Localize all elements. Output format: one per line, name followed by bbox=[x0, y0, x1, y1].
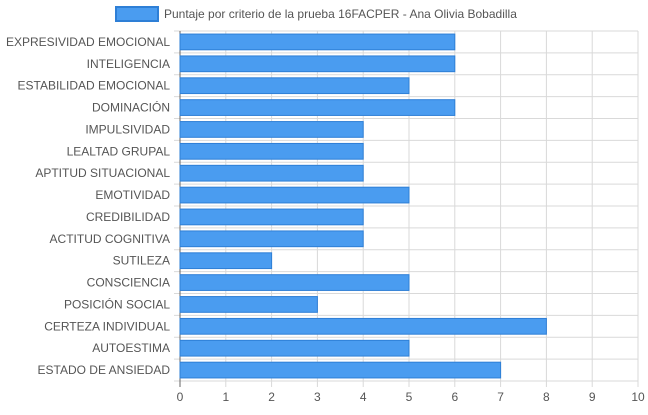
y-category-label: LEALTAD GRUPAL bbox=[67, 144, 171, 158]
y-category-label: CONSCIENCIA bbox=[87, 276, 170, 290]
bar[interactable] bbox=[179, 274, 410, 291]
bar[interactable] bbox=[179, 296, 318, 313]
y-axis-labels: EXPRESIVIDAD EMOCIONAL INTELIGENCIA ESTABI… bbox=[6, 35, 170, 377]
x-tick-label: 2 bbox=[268, 390, 275, 404]
bar[interactable] bbox=[179, 99, 456, 116]
bar[interactable] bbox=[179, 33, 456, 51]
x-tick-label: 4 bbox=[360, 390, 367, 404]
legend-swatch bbox=[115, 6, 159, 22]
bar[interactable] bbox=[179, 77, 410, 95]
x-tick-label: 9 bbox=[589, 390, 596, 404]
bar[interactable] bbox=[179, 361, 502, 379]
x-tick-label: 0 bbox=[177, 390, 184, 404]
bar[interactable] bbox=[179, 230, 364, 248]
y-category-label: EMOTIVIDAD bbox=[95, 188, 170, 202]
y-category-label: SUTILEZA bbox=[113, 254, 170, 268]
bar[interactable] bbox=[179, 121, 364, 138]
bar[interactable] bbox=[179, 186, 410, 204]
x-tick-label: 1 bbox=[222, 390, 229, 404]
x-tick-label: 10 bbox=[631, 390, 645, 404]
y-category-label: DOMINACIÓN bbox=[92, 100, 170, 115]
x-tick-label: 3 bbox=[314, 390, 321, 404]
y-category-label: INTELIGENCIA bbox=[87, 57, 170, 71]
y-category-label: EXPRESIVIDAD EMOCIONAL bbox=[6, 35, 170, 49]
bar[interactable] bbox=[179, 164, 364, 182]
x-tick-label: 6 bbox=[451, 390, 458, 404]
x-tick-label: 7 bbox=[497, 390, 504, 404]
y-category-label: POSICIÓN SOCIAL bbox=[64, 296, 170, 311]
y-category-label: ACTITUD COGNITIVA bbox=[50, 232, 170, 246]
legend-label: Puntaje por criterio de la prueba 16FACP… bbox=[164, 7, 517, 21]
bar[interactable] bbox=[179, 339, 410, 357]
legend[interactable]: Puntaje por criterio de la prueba 16FACP… bbox=[115, 6, 517, 22]
y-category-label: ESTADO DE ANSIEDAD bbox=[38, 363, 171, 377]
bars bbox=[179, 33, 547, 379]
y-category-label: AUTOESTIMA bbox=[92, 341, 170, 355]
y-category-label: CERTEZA INDIVIDUAL bbox=[44, 319, 170, 333]
bar[interactable] bbox=[179, 55, 456, 73]
y-category-label: CREDIBILIDAD bbox=[86, 210, 170, 224]
bar[interactable] bbox=[179, 252, 273, 270]
bar[interactable] bbox=[179, 142, 364, 160]
bar[interactable] bbox=[179, 317, 547, 335]
y-category-label: IMPULSIVIDAD bbox=[85, 122, 170, 136]
y-category-label: ESTABILIDAD EMOCIONAL bbox=[18, 79, 171, 93]
y-category-label: APTITUD SITUACIONAL bbox=[35, 166, 170, 180]
x-tick-label: 5 bbox=[406, 390, 413, 404]
bar[interactable] bbox=[179, 208, 364, 226]
x-axis-tick-labels: 0 1 2 3 4 5 6 7 8 9 10 bbox=[177, 390, 645, 404]
x-tick-label: 8 bbox=[543, 390, 550, 404]
